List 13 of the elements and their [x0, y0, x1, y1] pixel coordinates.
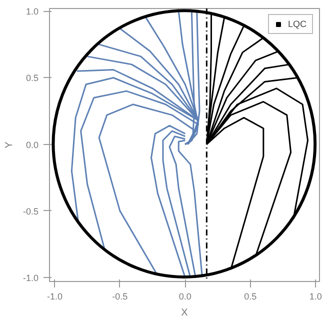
x-tick-label: -1.0 [46, 292, 62, 302]
x-axis-title: X [181, 308, 188, 318]
x-tick-label: 0.5 [244, 292, 257, 302]
x-tick-label: -0.5 [112, 292, 128, 302]
x-tick-label: 0.0 [178, 292, 192, 302]
legend-label: LQC [288, 19, 308, 29]
y-tick-label: -1.0 [22, 273, 39, 284]
y-tick-label: -0.5 [22, 206, 39, 216]
y-tick-label: 0.0 [26, 140, 39, 150]
y-axis-title: Y [4, 141, 15, 148]
x-tick-label: 1.0 [309, 292, 322, 302]
y-tick-label: 0.5 [26, 73, 39, 84]
y-tick-label: 1.0 [26, 6, 39, 17]
